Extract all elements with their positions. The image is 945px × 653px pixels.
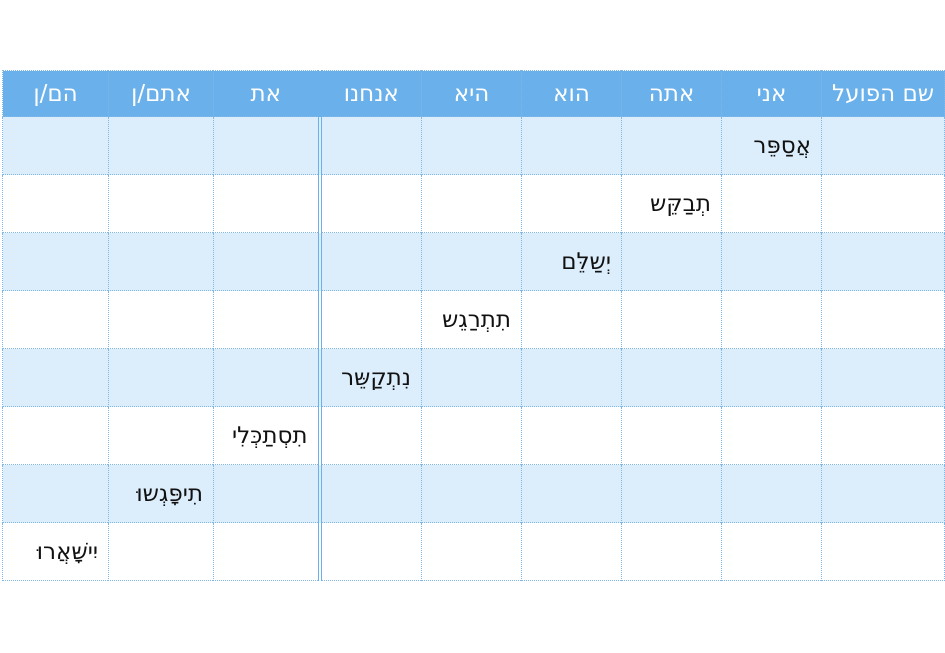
table-cell (213, 522, 320, 581)
header-ata: אתה (621, 70, 722, 117)
table-cell (721, 174, 822, 233)
table-header: שם הפועל אני אתה הוא היא אנחנו את אתם/ן … (2, 70, 945, 117)
table-cell (621, 406, 722, 465)
header-atem: אתם/ן (108, 70, 214, 117)
table-cell (108, 348, 214, 407)
table-cell (2, 348, 109, 407)
table-row: אֲסַפֵּר (2, 116, 945, 175)
table-cell (421, 116, 522, 175)
conjugation-table: שם הפועל אני אתה הוא היא אנחנו את אתם/ן … (2, 70, 945, 581)
table-cell (721, 464, 822, 523)
table-cell (2, 116, 109, 175)
header-hi: היא (421, 70, 522, 117)
table-cell (421, 232, 522, 291)
header-hu: הוא (521, 70, 622, 117)
header-at: את (213, 70, 320, 117)
table-cell (213, 464, 320, 523)
table-cell (821, 116, 945, 175)
table-cell (421, 348, 522, 407)
table-cell: תִסְתַכְּלִי (213, 406, 320, 465)
header-hem: הם/ן (2, 70, 109, 117)
table-cell (213, 348, 320, 407)
header-ani: אני (721, 70, 822, 117)
table-cell (317, 116, 422, 175)
table-cell (721, 348, 822, 407)
table-row: תִתְרַגֵש (2, 290, 945, 349)
table-cell (621, 464, 722, 523)
table-cell (108, 174, 214, 233)
table-cell (421, 406, 522, 465)
table-cell (213, 232, 320, 291)
header-anachnu: אנחנו (317, 70, 422, 117)
table-cell (108, 406, 214, 465)
table-cell (721, 406, 822, 465)
header-infinitive: שם הפועל (821, 70, 945, 117)
table-row: נִתְקַשֵּר (2, 348, 945, 407)
table-cell: אֲסַפֵּר (721, 116, 822, 175)
table-cell (2, 406, 109, 465)
table-cell (2, 232, 109, 291)
table-cell: יְשַלֵּם (521, 232, 622, 291)
table-cell (621, 116, 722, 175)
table-cell: תְבַקֵּש (621, 174, 722, 233)
table-cell (821, 464, 945, 523)
table-cell (821, 232, 945, 291)
table-cell (521, 290, 622, 349)
table-cell (721, 290, 822, 349)
table-cell (213, 116, 320, 175)
table-cell (521, 406, 622, 465)
table-cell (213, 290, 320, 349)
table-cell (108, 116, 214, 175)
table-cell (821, 290, 945, 349)
table-cell (2, 290, 109, 349)
table-cell (421, 174, 522, 233)
table-cell (821, 522, 945, 581)
table-row: תִסְתַכְּלִי (2, 406, 945, 465)
table-cell: נִתְקַשֵּר (317, 348, 422, 407)
table-body: אֲסַפֵּר תְבַקֵּש יְשַלֵּם (2, 116, 945, 581)
table-cell (421, 464, 522, 523)
table-cell (721, 522, 822, 581)
table-cell (317, 290, 422, 349)
table-cell: תִיפָּגְשוּ (108, 464, 214, 523)
table-cell (108, 290, 214, 349)
table-cell (213, 174, 320, 233)
table-cell (621, 290, 722, 349)
table-cell (621, 348, 722, 407)
table-cell (521, 174, 622, 233)
header-row: שם הפועל אני אתה הוא היא אנחנו את אתם/ן … (2, 70, 945, 117)
table-cell: יִישָּׁאֲרוּ (2, 522, 109, 581)
table-row: תִיפָּגְשוּ (2, 464, 945, 523)
table-cell (521, 348, 622, 407)
table-cell (108, 522, 214, 581)
table-cell (621, 232, 722, 291)
table-cell (2, 174, 109, 233)
table-cell (317, 232, 422, 291)
table-row: יְשַלֵּם (2, 232, 945, 291)
table-cell (521, 522, 622, 581)
table-cell (317, 406, 422, 465)
table-row: יִישָּׁאֲרוּ (2, 522, 945, 581)
table-cell (317, 522, 422, 581)
table-row: תְבַקֵּש (2, 174, 945, 233)
table-cell (317, 464, 422, 523)
table-cell (108, 232, 214, 291)
table-cell (421, 522, 522, 581)
table-cell (521, 464, 622, 523)
table-cell (821, 406, 945, 465)
table-cell (721, 232, 822, 291)
table-cell (2, 464, 109, 523)
table-cell (821, 174, 945, 233)
table-cell (317, 174, 422, 233)
table-cell (521, 116, 622, 175)
table-cell (821, 348, 945, 407)
table-cell: תִתְרַגֵש (421, 290, 522, 349)
table-cell (621, 522, 722, 581)
